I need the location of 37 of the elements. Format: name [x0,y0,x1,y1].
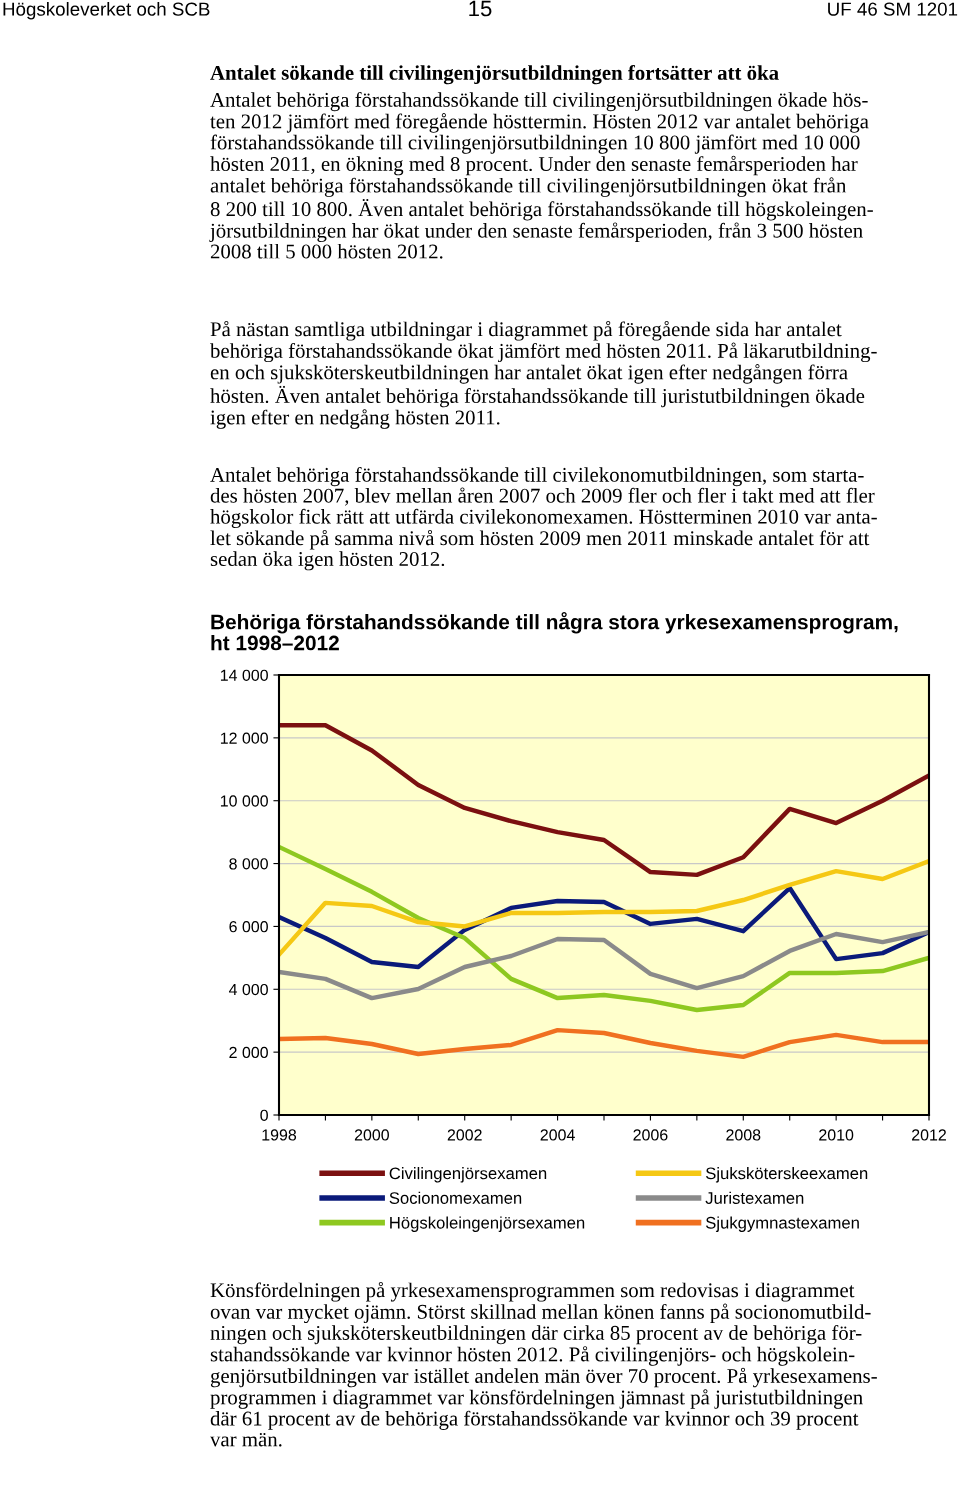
legend-label: Sjuksköterskeexamen [705,1167,868,1183]
y-tick-label: 0 [260,1109,268,1121]
x-tick-label: 2004 [540,1129,575,1141]
x-tick-label: 2006 [633,1129,668,1141]
y-tick-label: 12 000 [220,732,268,744]
line-series [279,858,929,957]
line-series [279,885,929,970]
y-tick-label: 14 000 [220,669,268,681]
line-series [279,723,929,878]
legend-label: Juristexamen [705,1191,804,1204]
legend-label: Civilingenjörsexamen [389,1167,547,1183]
legend-label: Socionomexamen [389,1191,522,1204]
x-tick-label: 2008 [726,1129,761,1141]
x-tick-label: 2002 [447,1129,482,1141]
x-tick-label: 2010 [819,1129,854,1141]
text: Högskoleverket och SCB [3,2,210,20]
legend-label: Högskoleingenjörsexamen [390,1216,585,1232]
y-tick-label: 4 000 [228,983,268,996]
text: På nästan samtliga utbildningar i diagrammet på föregående sida har antalet behöriga förstahandssökande ökat jämfört med hösten 2011. På läkarutbildning- en och sjuksköterskeutbildningen har antalet ökat igen efter nedgången förra hösten. Även antalet behöriga förstahandssökande till juristutbildningen ökade igen efter en nedgång hösten 2011. [210,321,877,429]
y-tick-label: 2 000 [229,1046,268,1059]
text: 15 [469,0,492,17]
text: Antalet behöriga förstahandssökande till civilingenjörsutbildningen ökade hös- ten 2012 jämfört med föregående hösttermin. Hösten 2012 var antalet behöriga förstahandssökande till civilingenjörsutbildningen 10 800 jämfört med 10 000 hösten 2011, en ökning med 8 procent. Under den senaste femårsperioden har antalet behöriga förstahandssökande till civilingenjörsutbildningen ökat från 8 200 till 10 800. Även antalet behöriga förstahandssökande till högskoleingen- jörsutbildningen har ökat under den senaste femårsperioden, från 3 500 hösten 2008 till 5 000 hösten 2012. [209,92,873,259]
chart-title: Behöriga förstahandssökande till några stora yrkesexamensprogram, ht 1998–2012 [211,612,898,651]
text: UF 46 SM 1201 [828,2,958,16]
text: Antalet sökande till civilingenjörsutbildningen fortsätter att öka [210,65,779,85]
legend-label: Sjukgymnastexamen [705,1216,859,1232]
x-tick-label: 2000 [354,1129,389,1141]
y-tick-label: 6 000 [229,921,268,933]
line-series [279,929,929,1001]
y-tick-label: 8 000 [229,858,268,870]
x-tick-label: 2012 [912,1129,946,1141]
text: Könsfördelningen på yrkesexamensprogrammen som redovisas i diagrammet ovan var mycket ojämn. Störst skillnad mellan könen fanns på socionomutbild- ningen och sjuksköterskeutbildningen där cirka 85 procent av de behöriga för- stahandssökande var kvinnor hösten 2012. På civilingenjörs- och högskolein- genjörsutbildningen var istället andelen män över 70 procent. På yrkesexamens- programmen i diagrammet var könsfördelningen jämnast på juristutbildningen där 61 procent av de behöriga förstahandssökande var kvinnor och 39 procent var män. [210,1282,877,1447]
line-series [279,1027,929,1060]
x-tick-label: 1998 [262,1129,297,1141]
line-series [279,844,929,1013]
text: Antalet behöriga förstahandssökande till civilekonomutbildningen, som starta- des hösten 2007, blev mellan åren 2007 och 2009 fler och fler i takt med att fler högskolor fick rätt att utfärda civilekonomexamen. Höstterminen 2010 var anta- let sökande på samma nivå som hösten 2009 men 2011 minskade antalet för att sedan öka igen hösten 2012. [210,467,877,571]
y-tick-label: 10 000 [220,795,268,807]
